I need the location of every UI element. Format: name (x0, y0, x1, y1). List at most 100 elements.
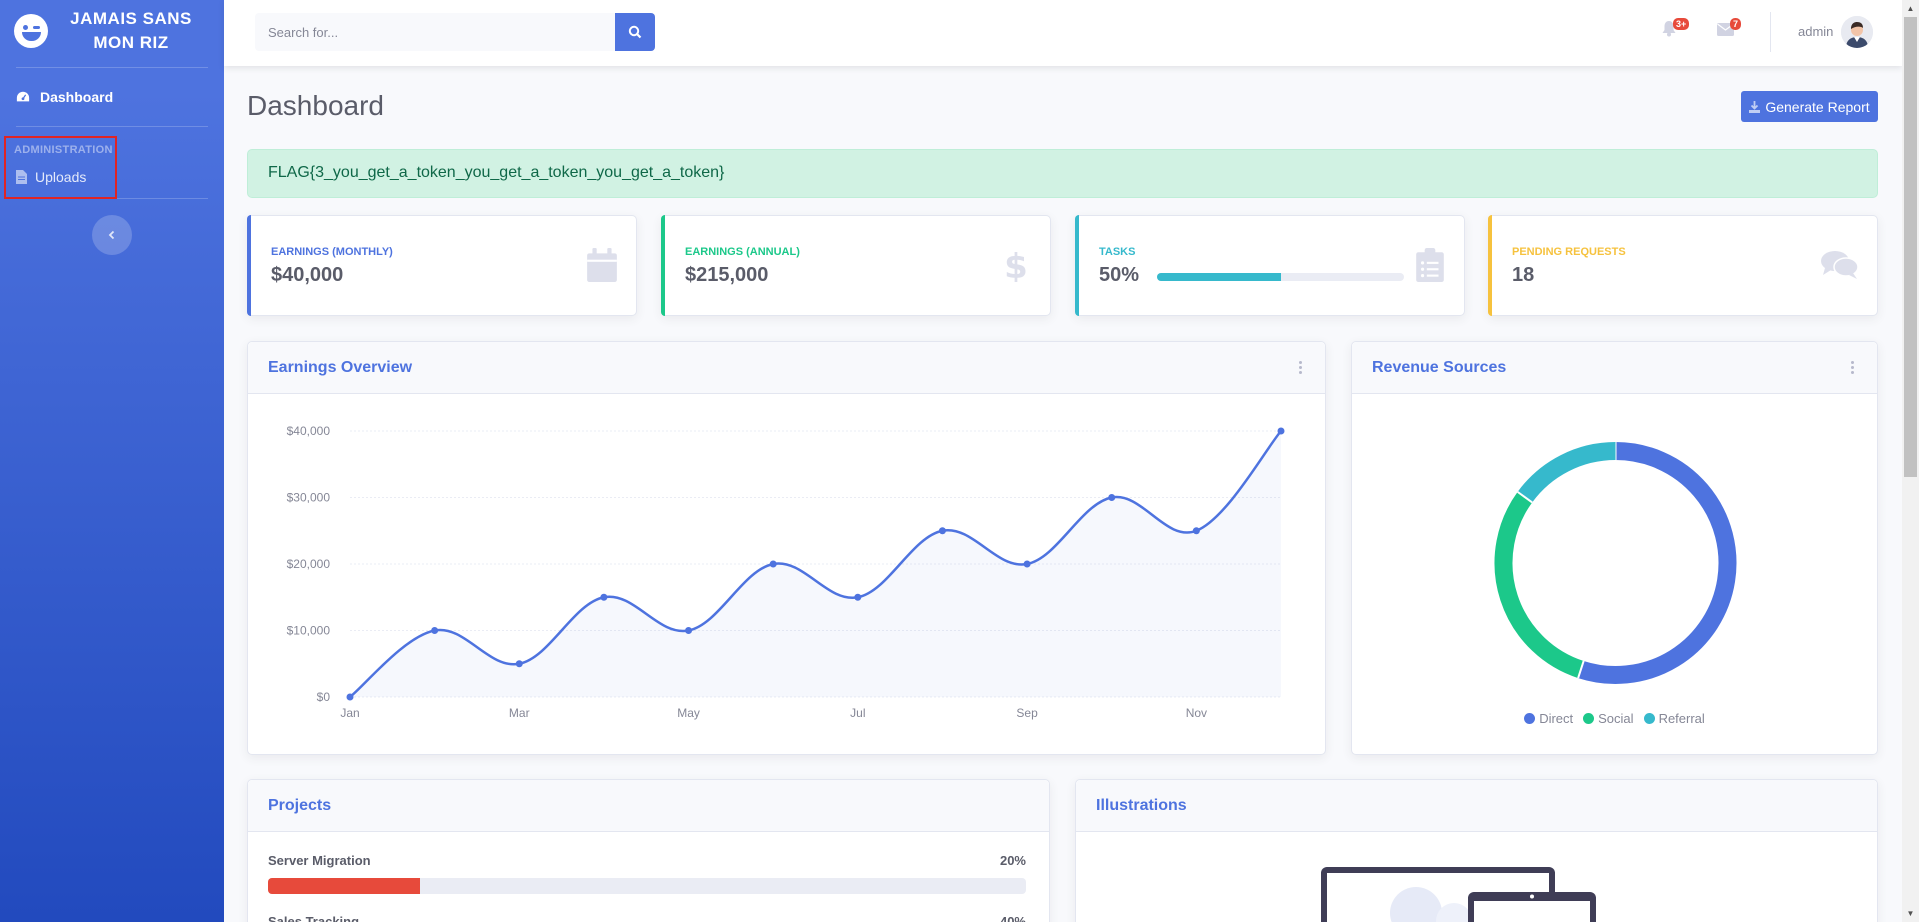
card-title: Projects (268, 796, 332, 814)
legend-dot (1643, 713, 1655, 724)
stat-label: PENDING REQUESTS (1512, 246, 1626, 258)
sidebar-item-dashboard[interactable]: Dashboard (0, 68, 224, 126)
project-progress-bar (268, 878, 1026, 894)
bell-icon (1662, 21, 1676, 37)
stat-label: EARNINGS (MONTHLY) (271, 246, 393, 258)
x-tick-label: Jan (340, 706, 359, 720)
file-icon (16, 170, 27, 184)
brand-name-line1: JAMAIS SANS (70, 9, 192, 28)
tasks-progress-fill (1157, 273, 1281, 281)
stat-card-earnings-annual: EARNINGS (ANNUAL) $215,000 $ (661, 215, 1051, 316)
project-percent: 40% (999, 914, 1026, 922)
x-tick-label: Sep (1016, 706, 1038, 720)
chevron-left-icon (108, 230, 115, 240)
area-fill (350, 431, 1281, 697)
project-row-sales-tracking: Sales Tracking 40% (268, 914, 1026, 922)
data-point (938, 527, 946, 535)
y-tick-label: $30,000 (287, 491, 331, 505)
user-name[interactable]: admin (1798, 24, 1834, 39)
earnings-overview-card: Earnings Overview $0 $10,000 $20,000 $30,00… (247, 341, 1326, 755)
data-point (600, 593, 608, 601)
stat-accent-bar (247, 215, 251, 316)
legend-label: Direct (1539, 711, 1574, 726)
projects-card: Projects Server Migration 20% Sales Trac… (247, 779, 1050, 922)
search-button[interactable] (615, 13, 655, 51)
clipboard-list-icon (1416, 248, 1444, 282)
sidebar-divider (16, 67, 208, 68)
stat-accent-bar (1075, 215, 1079, 316)
stat-card-pending-requests: PENDING REQUESTS 18 (1488, 215, 1878, 316)
laughing-face-icon (14, 14, 48, 48)
sidebar-divider (16, 198, 208, 199)
brand-name-line2: MON RIZ (93, 33, 169, 52)
stat-value: $40,000 (271, 264, 344, 286)
user-avatar-icon (1841, 16, 1873, 48)
generate-report-button[interactable]: Generate Report (1741, 91, 1878, 122)
project-name: Server Migration (268, 853, 371, 868)
legend-label: Referral (1658, 711, 1705, 726)
legend-dot (1524, 713, 1536, 724)
stat-card-earnings-monthly: EARNINGS (MONTHLY) $40,000 (247, 215, 637, 316)
x-tick-label: May (677, 706, 700, 720)
legend-label: Social (1598, 711, 1634, 726)
x-tick-label: Jul (850, 706, 865, 720)
sidebar-heading-administration: ADMINISTRATION (14, 144, 113, 156)
ellipsis-vertical-icon[interactable] (1847, 361, 1857, 374)
search-input[interactable] (255, 13, 615, 51)
dollar-icon: $ (1004, 248, 1028, 282)
calendar-icon (587, 248, 617, 282)
illustrations-card: Illustrations (1075, 779, 1878, 922)
project-name: Sales Tracking (268, 914, 360, 922)
scroll-down-arrow-icon[interactable]: ▼ (1906, 909, 1915, 918)
tasks-progress-bar (1157, 273, 1404, 281)
data-point (1277, 427, 1285, 435)
y-tick-label: $40,000 (287, 424, 331, 438)
scrollbar-thumb[interactable] (1904, 17, 1917, 477)
messages-badge: 7 (1730, 18, 1742, 30)
data-point (854, 593, 862, 601)
search-form (255, 13, 655, 51)
sidebar-item-label: Dashboard (40, 89, 114, 105)
slice-separator (1517, 491, 1533, 504)
sidebar-toggle-button[interactable] (92, 215, 132, 255)
messages-dropdown[interactable]: 7 (1717, 18, 1742, 42)
scroll-up-arrow-icon[interactable]: ▲ (1906, 4, 1915, 13)
download-icon (1749, 100, 1761, 113)
comments-icon (1821, 251, 1859, 279)
project-progress-fill (268, 878, 420, 894)
illustration-image (1321, 867, 1596, 922)
donut-slice-referral (1517, 442, 1616, 503)
sidebar-item-uploads[interactable]: Uploads (0, 156, 224, 198)
project-row-server-migration: Server Migration 20% (268, 853, 1026, 894)
card-header: Projects (248, 780, 1049, 832)
generate-report-label: Generate Report (1765, 98, 1870, 115)
legend-dot (1583, 713, 1595, 724)
page-title: Dashboard (247, 90, 384, 121)
legend-item-referral: Referral (1643, 711, 1705, 726)
stat-accent-bar (1488, 215, 1492, 316)
revenue-donut-chart (1494, 442, 1737, 684)
y-tick-label: $20,000 (287, 557, 331, 571)
sidebar-item-label: Uploads (35, 169, 87, 185)
tachometer-icon (16, 91, 30, 102)
stat-value: 50% (1099, 264, 1140, 286)
alerts-dropdown[interactable]: 3+ (1661, 18, 1690, 42)
stat-value: $215,000 (685, 264, 769, 286)
brand[interactable]: JAMAIS SANS MON RIZ (0, 0, 224, 62)
stat-label: TASKS (1099, 246, 1136, 258)
flag-alert: FLAG{3_you_get_a_token_you_get_a_token_y… (247, 149, 1878, 198)
earnings-line-chart: $0 $10,000 $20,000 $30,000 $40,000 Jan Mar May J… (287, 424, 1285, 720)
card-header: Illustrations (1076, 780, 1877, 832)
data-point (685, 627, 693, 634)
x-tick-label: Mar (509, 706, 530, 720)
avatar[interactable] (1841, 16, 1873, 48)
alerts-badge: 3+ (1673, 18, 1690, 30)
search-icon (628, 25, 642, 39)
ellipsis-vertical-icon[interactable] (1295, 361, 1305, 374)
topbar-divider (1770, 12, 1771, 52)
data-point (769, 560, 777, 568)
slice-separator (1577, 660, 1585, 679)
revenue-sources-card: Revenue Sources Direct Social Referral (1351, 341, 1878, 755)
page-scrollbar[interactable]: ▲ ▼ (1902, 0, 1919, 922)
sidebar: JAMAIS SANS MON RIZ Dashboard ADMINISTRA… (0, 0, 224, 922)
